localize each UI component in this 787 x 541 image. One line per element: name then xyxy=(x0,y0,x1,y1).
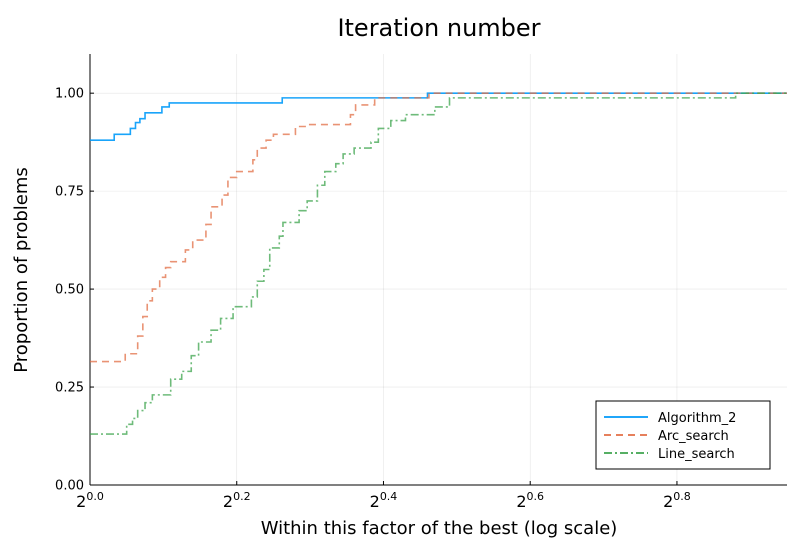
axes xyxy=(89,54,787,486)
legend-label: Algorithm_2 xyxy=(658,411,736,426)
y-tick-label: 0.50 xyxy=(55,283,84,298)
data-series xyxy=(90,92,787,435)
chart-title: Iteration number xyxy=(337,14,540,42)
legend: Algorithm_2 Arc_search Line_search xyxy=(595,400,771,470)
x-tick-label: 20.8 xyxy=(663,490,691,511)
x-tick-label: 20.6 xyxy=(516,490,544,511)
y-tick-label: 0.00 xyxy=(55,479,84,494)
x-tick-label: 20.0 xyxy=(76,490,104,511)
x-axis-label: Within this factor of the best (log scal… xyxy=(261,518,618,539)
y-tick-label: 1.00 xyxy=(55,87,84,102)
y-axis-label: Proportion of problems xyxy=(11,167,32,373)
y-tick-label: 0.25 xyxy=(55,381,84,396)
x-tick-label: 20.2 xyxy=(223,490,251,511)
series-line-algorithm_2 xyxy=(90,92,787,141)
tick-labels: 0.00 0.25 0.50 0.75 1.00 20.0 20.2 20.4 20.6 20.8 xyxy=(55,87,691,511)
legend-label: Arc_search xyxy=(658,429,729,444)
y-tick-label: 0.75 xyxy=(55,185,84,200)
legend-box xyxy=(595,400,771,470)
x-tick-label: 20.4 xyxy=(370,490,398,511)
series-line-line_search xyxy=(90,92,787,435)
legend-label: Line_search xyxy=(658,447,735,462)
series-line-arc_search xyxy=(90,92,787,363)
